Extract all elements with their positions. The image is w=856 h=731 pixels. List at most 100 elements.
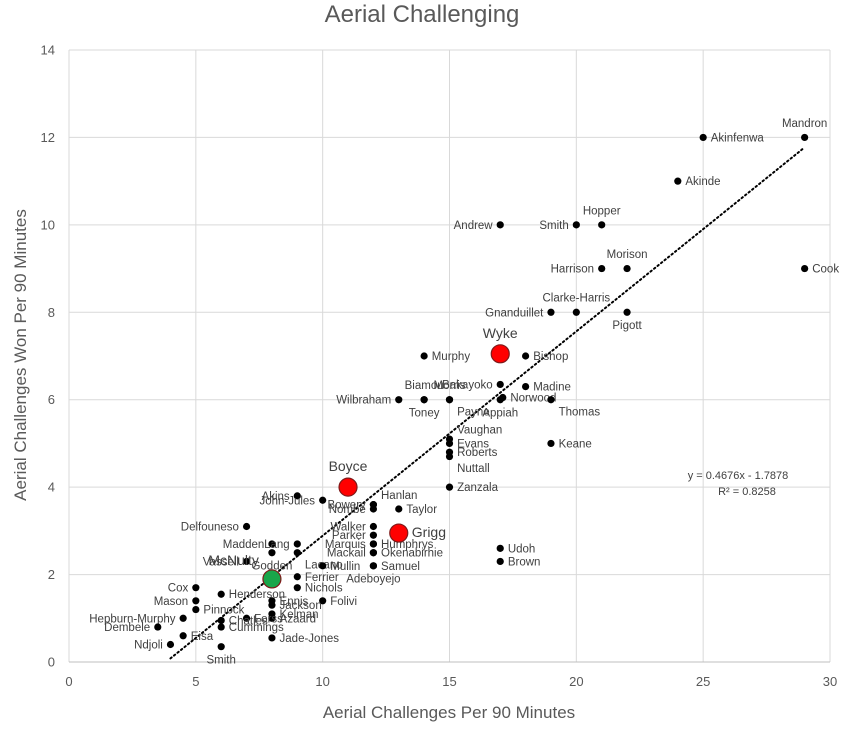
point-label-andrew: Andrew	[454, 220, 494, 232]
point-cook	[801, 264, 809, 273]
highlight-point-grigg	[389, 523, 409, 543]
point-nuttall	[445, 452, 454, 461]
point-label-parker: Parker	[332, 530, 366, 542]
point-mullin	[319, 562, 327, 570]
point-label-wilbraham: Wilbraham	[336, 395, 391, 407]
point-label-payne: Payne	[457, 406, 490, 418]
point-label-hanlan: Hanlan	[381, 490, 417, 502]
point-label-keane: Keane	[559, 438, 592, 450]
point-harrison	[598, 264, 606, 273]
point-label-murphy: Murphy	[432, 351, 471, 363]
point-forss	[242, 614, 251, 622]
x-tick-label: 0	[65, 674, 72, 689]
point-akins	[293, 492, 301, 500]
point-murphy	[420, 352, 428, 360]
axes: 0 5 10 15 20 25 30 0 2 4 6 8 10 12 14	[41, 43, 838, 690]
point-jackson	[268, 601, 276, 609]
point-pinnock	[192, 605, 200, 614]
point-label-delfouneso: Delfouneso	[181, 521, 239, 533]
point-label-zanzala: Zanzala	[457, 482, 499, 494]
point-smith	[572, 221, 580, 229]
point-zanzala	[445, 483, 454, 491]
point-smith	[217, 643, 225, 651]
point-humphrys	[369, 540, 377, 548]
point-toney	[420, 396, 428, 404]
highlight-label-boyce: Boyce	[329, 458, 368, 474]
point-lang	[293, 540, 301, 548]
point-label-akinde: Akinde	[685, 176, 720, 188]
x-tick-label: 10	[315, 674, 329, 689]
point-label-adeboyejo: Adeboyejo	[346, 573, 400, 585]
point-label-smith: Smith	[206, 654, 235, 666]
point-label-taylor: Taylor	[406, 504, 437, 516]
point-andrew	[496, 221, 504, 229]
point-label-nichols: Nichols	[305, 583, 343, 595]
point-keane	[547, 439, 555, 448]
point-udoh	[496, 544, 504, 552]
point-label-morison: Morison	[607, 249, 648, 261]
point-thomas	[547, 396, 555, 404]
point-godden	[268, 549, 276, 557]
point-label-madden: Madden	[223, 539, 265, 551]
point-label-harrison: Harrison	[551, 264, 594, 276]
highlight-label-mcnulty: McNulty	[208, 552, 259, 568]
point-mandron	[801, 133, 809, 142]
point-pigott	[623, 308, 631, 316]
point-label-bishop: Bishop	[533, 351, 568, 363]
point-label-samuel: Samuel	[381, 561, 420, 573]
point-okenabirhie	[369, 549, 377, 557]
point-label-azaard: Azaard	[280, 613, 316, 625]
point-walker	[369, 522, 377, 531]
y-axis-label: Aerial Challenges Won Per 90 Minutes	[11, 209, 30, 501]
y-tick-label: 6	[48, 392, 55, 407]
y-tick-label: 12	[41, 130, 55, 145]
point-label-evans: Evans	[457, 438, 489, 450]
point-label-akins: Akins	[262, 491, 290, 503]
point-label-jade-jones: Jade-Jones	[280, 633, 340, 645]
point-ndjoli	[166, 640, 175, 649]
point-jade-jones	[268, 634, 276, 642]
chart-title: Aerial Challenging	[325, 1, 520, 28]
point-mason	[192, 597, 200, 605]
point-hopper	[598, 221, 606, 229]
y-tick-label: 0	[48, 655, 55, 670]
point-john-jules	[319, 496, 327, 504]
point-payne	[445, 396, 454, 404]
point-label-bowery: Bowery	[327, 500, 366, 512]
point-akinfenwa	[699, 133, 707, 142]
point-label-mandron: Mandron	[782, 118, 827, 130]
point-label-mullin: Mullin	[330, 561, 360, 573]
point-label-akinfenwa: Akinfenwa	[711, 132, 765, 144]
point-label-eisa: Eisa	[191, 631, 214, 643]
point-label-nombe: Nombe	[329, 504, 366, 516]
point-akinde	[674, 177, 682, 185]
point-label-walker: Walker	[330, 521, 366, 533]
point-label-ennis: Ennis	[280, 596, 309, 608]
highlight-point-mcnulty	[262, 569, 282, 589]
point-label-godden: Godden	[251, 560, 292, 572]
point-label-dembele: Dembele	[104, 622, 150, 634]
trendline-equation: y = 0.4676x - 1.7878	[688, 470, 789, 482]
point-ferrier	[293, 573, 301, 581]
point-label-mason: Mason	[154, 596, 189, 608]
point-label-kelman: Kelman	[280, 609, 319, 621]
point-brown	[496, 557, 504, 566]
point-bishop	[522, 352, 530, 360]
x-axis-label: Aerial Challenges Per 90 Minutes	[323, 703, 575, 722]
point-cummings	[217, 623, 225, 631]
point-madine	[522, 383, 530, 391]
highlight-point-boyce	[338, 477, 358, 497]
point-label-brown: Brown	[508, 556, 541, 568]
point-label-henderson: Henderson	[229, 589, 285, 601]
highlight-label-grigg: Grigg	[412, 524, 446, 540]
point-label-ndjoli: Ndjoli	[134, 640, 163, 652]
x-tick-label: 30	[823, 674, 837, 689]
point-appiah	[496, 396, 504, 404]
point-chatles	[217, 616, 225, 625]
x-tick-label: 25	[696, 674, 710, 689]
point-label-toney: Toney	[409, 407, 440, 419]
y-tick-label: 8	[48, 305, 55, 320]
x-tick-label: 15	[442, 674, 456, 689]
point-hepburn-murphy	[179, 614, 187, 622]
